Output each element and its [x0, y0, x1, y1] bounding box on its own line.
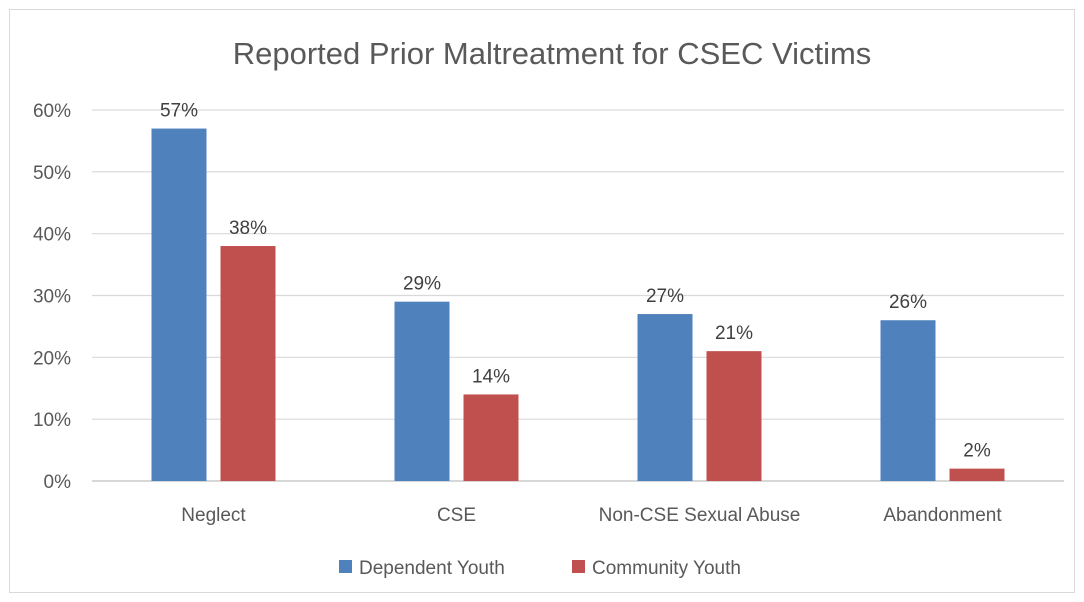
y-tick-label: 40% [33, 225, 71, 246]
y-tick-label: 10% [33, 410, 71, 431]
y-tick-label: 30% [33, 287, 71, 308]
data-label: 14% [472, 366, 510, 387]
data-label: 21% [715, 323, 753, 344]
y-tick-label: 60% [33, 101, 71, 122]
legend: Dependent Youth Community Youth [339, 558, 741, 579]
bar-dependent-youth [880, 320, 936, 481]
y-tick-label: 0% [44, 472, 72, 493]
chart-title: Reported Prior Maltreatment for CSEC Vic… [233, 36, 872, 71]
x-category-label: Non-CSE Sexual Abuse [599, 505, 801, 526]
x-category-label: Abandonment [883, 505, 1002, 526]
data-label: 57% [160, 101, 198, 122]
bar-community-youth [463, 394, 519, 481]
bar-community-youth [706, 351, 762, 481]
x-category-label: CSE [437, 505, 476, 526]
data-label: 2% [963, 441, 991, 462]
data-label: 38% [229, 218, 267, 239]
legend-label: Community Youth [592, 558, 741, 579]
y-tick-label: 20% [33, 348, 71, 369]
data-label: 26% [889, 292, 927, 313]
bar-community-youth [949, 468, 1005, 481]
legend-swatch [572, 560, 585, 573]
bars: 57% 38% 29% 14% 27% 21% 26% 2% [151, 101, 1005, 482]
x-axis: Neglect CSE Non-CSE Sexual Abuse Abandonmen… [181, 505, 1002, 526]
y-tick-label: 50% [33, 163, 71, 184]
legend-swatch [339, 560, 352, 573]
bar-dependent-youth [637, 314, 693, 481]
y-axis: 0% 10% 20% 30% 40% 50% 60% [33, 101, 71, 493]
x-category-label: Neglect [181, 505, 246, 526]
data-label: 29% [403, 274, 441, 295]
bar-community-youth [220, 246, 276, 481]
bar-dependent-youth [394, 301, 450, 481]
legend-label: Dependent Youth [359, 558, 505, 579]
data-label: 27% [646, 286, 684, 307]
bar-dependent-youth [151, 128, 207, 482]
